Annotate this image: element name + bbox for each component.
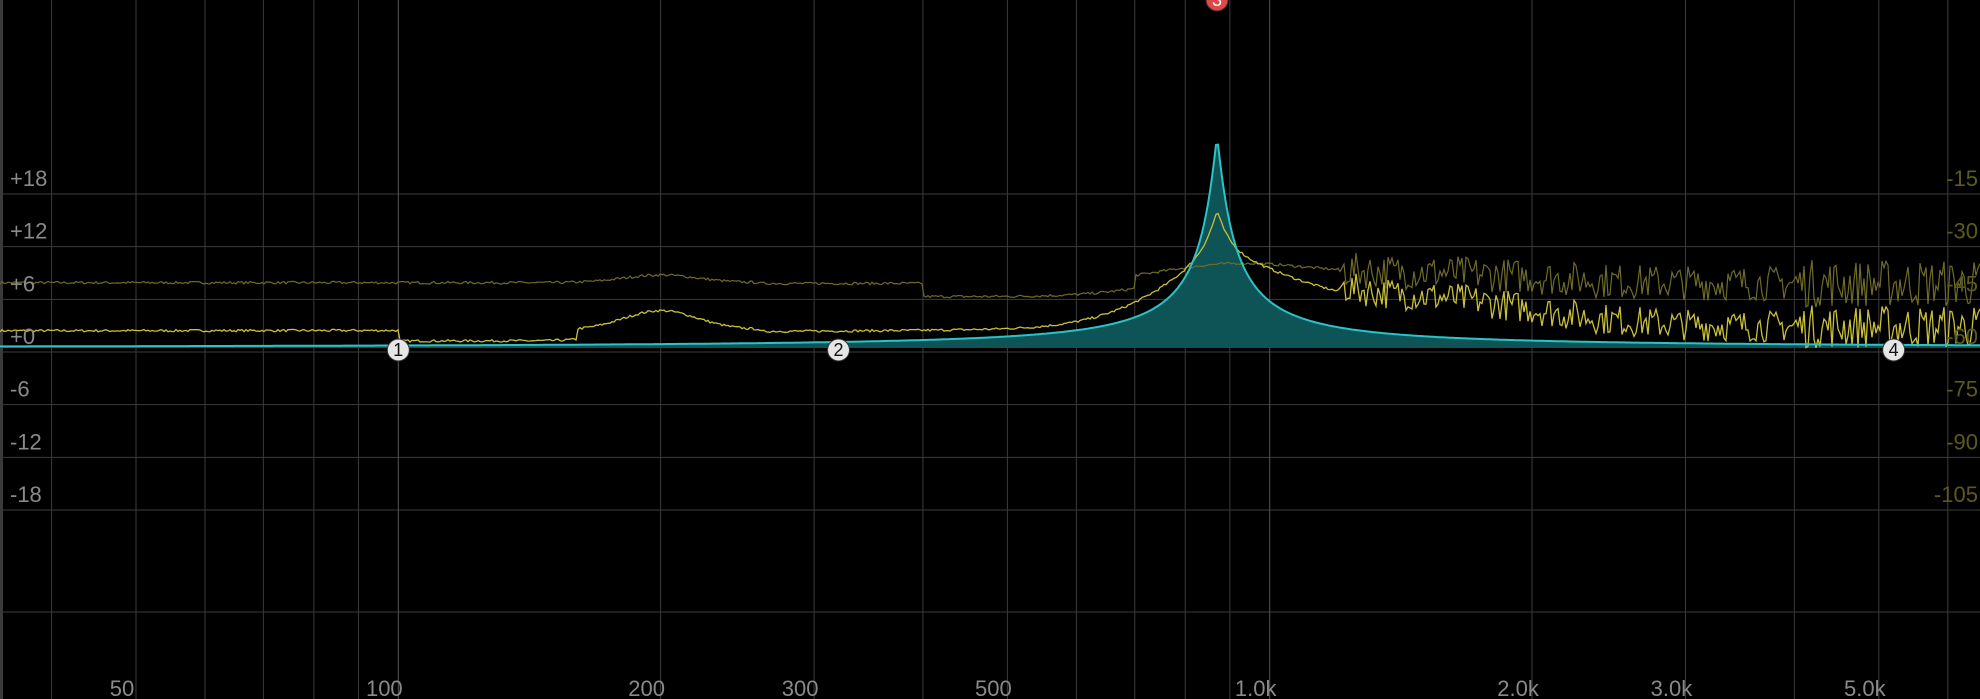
band-node-label: 4: [1889, 340, 1899, 360]
eq-band-node-1[interactable]: 1: [386, 338, 410, 362]
band-node-label: 1: [393, 340, 403, 360]
spectrum-scale-label: -45: [1946, 271, 1978, 296]
frequency-label: 2.0k: [1497, 676, 1540, 699]
frequency-label: 500: [975, 676, 1012, 699]
eq-band-node-4[interactable]: 4: [1882, 338, 1906, 362]
band-node-label: 2: [833, 340, 843, 360]
band-node-circle[interactable]: [1205, 0, 1229, 12]
scale-labels: +18 +12 +6 +0 -6 -12 -18 -15 -30 -45 -60 -75 -90 -105…: [10, 166, 1978, 699]
db-scale-label: +18: [10, 166, 47, 191]
db-scale-label: +6: [10, 271, 35, 296]
frequency-label: 50: [110, 676, 134, 699]
spectrum-post-eq: [0, 212, 1980, 349]
band-node-circle[interactable]: [1882, 338, 1906, 362]
db-scale-label: -6: [10, 377, 30, 402]
spectrum-scale-label: -105: [1934, 482, 1978, 507]
left-edge-divider: [0, 0, 3, 699]
frequency-label: 3.0k: [1651, 676, 1694, 699]
spectrum-scale-label: -15: [1946, 166, 1978, 191]
spectrum-pre-eq: [0, 253, 1980, 308]
band-node-label: 3: [1212, 0, 1222, 10]
eq-response-curve: [0, 143, 1980, 348]
eq-band-node-2[interactable]: 2: [827, 338, 851, 362]
frequency-label: 100: [366, 676, 403, 699]
frequency-label: 1.0k: [1235, 676, 1278, 699]
band-node-circle[interactable]: [386, 338, 410, 362]
frequency-label: 300: [782, 676, 819, 699]
db-scale-label: +12: [10, 219, 47, 244]
spectrum-scale-label: -90: [1946, 429, 1978, 454]
spectrum-scale-label: -75: [1946, 377, 1978, 402]
spectrum-scale-label: -30: [1946, 219, 1978, 244]
db-scale-label: -18: [10, 482, 42, 507]
eq-band-nodes[interactable]: 12345: [386, 0, 1980, 362]
spectrum-scale-label: -60: [1946, 324, 1978, 349]
eq-band-node-3[interactable]: 3: [1205, 0, 1229, 12]
frequency-label: 5.0k: [1844, 676, 1887, 699]
band-node-circle[interactable]: [827, 338, 851, 362]
db-scale-label: +0: [10, 324, 35, 349]
db-scale-label: -12: [10, 429, 42, 454]
frequency-label: 200: [628, 676, 665, 699]
